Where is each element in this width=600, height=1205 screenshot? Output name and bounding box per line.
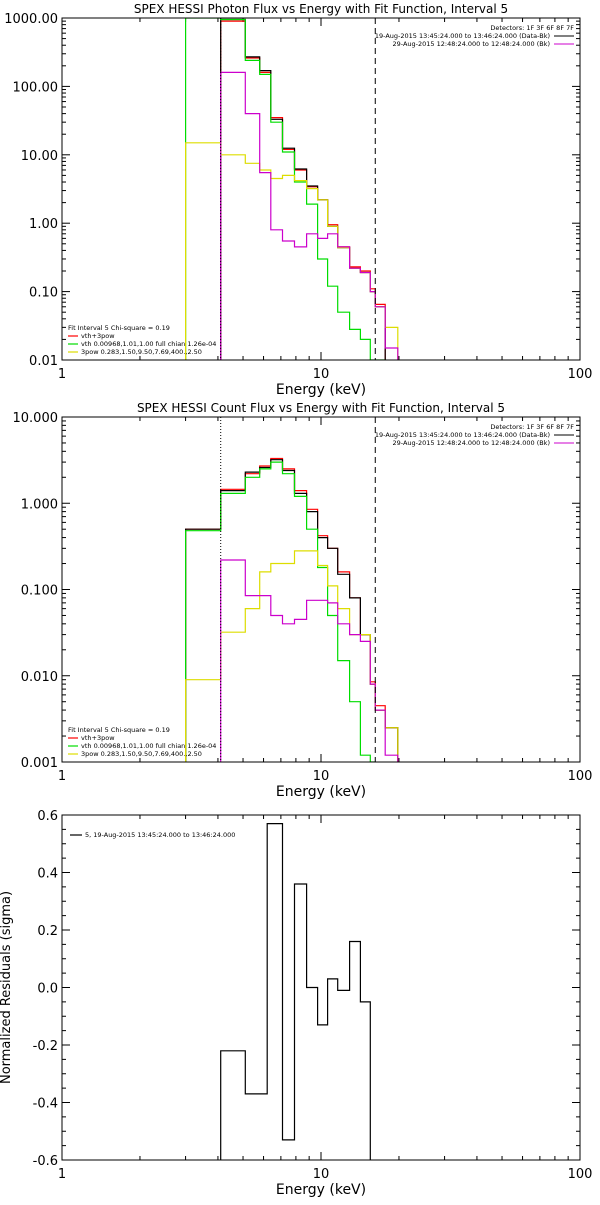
- plot-area: [185, 18, 399, 360]
- y-tick-label: 1000.00: [4, 12, 58, 27]
- chart-1: SPEX HESSI Photon Flux vs Energy with Fi…: [4, 2, 592, 398]
- series-line-1: [220, 823, 371, 1160]
- series-line-5: [220, 71, 399, 360]
- legend-header: Fit Interval 5 Chi-square = 0.19: [68, 324, 170, 332]
- series-line-3: [185, 18, 386, 360]
- x-tick-label: 1: [58, 1167, 66, 1182]
- legend-entry: vth 0.00968,1.01,1.00 full chian 1.26e-0…: [81, 742, 216, 750]
- y-tick-label: 0.0: [37, 982, 58, 997]
- y-tick-label: 0.4: [37, 867, 58, 882]
- x-tick-label: 100: [568, 367, 593, 382]
- y-tick-label: 0.001: [21, 756, 58, 771]
- time-interval-label: 19-Aug-2015 13:45:24.000 to 13:46:24.000…: [375, 32, 550, 40]
- detectors-label: Detectors: 1F 3F 6F 8F 7F: [490, 24, 574, 32]
- chart-title: SPEX HESSI Count Flux vs Energy with Fit…: [137, 401, 505, 415]
- x-axis-label: Energy (keV): [276, 382, 366, 398]
- x-axis-label: Energy (keV): [276, 784, 366, 800]
- plot-frame: [61, 17, 581, 361]
- y-tick-label: 100.00: [13, 80, 59, 95]
- x-tick-label: 1: [58, 367, 66, 382]
- series-line-4: [185, 142, 399, 360]
- chart-2: SPEX HESSI Count Flux vs Energy with Fit…: [13, 401, 593, 800]
- x-axis-label: Energy (keV): [276, 1182, 366, 1198]
- legend-entry: 3pow 0.283,1.50,9.50,7.69,400.,2.50: [81, 348, 202, 356]
- chart-3: -0.6 -0.4 -0.2 0.0 0.2 0.4 0.6 1 10 100 Energy (ke…: [0, 809, 592, 1198]
- chart-title: SPEX HESSI Photon Flux vs Energy with Fi…: [134, 2, 508, 16]
- y-tick-label: 0.6: [37, 809, 58, 824]
- legend-entry: 3pow 0.283,1.50,9.50,7.69,400.,2.50: [81, 750, 202, 758]
- x-tick-label: 100: [568, 1167, 593, 1182]
- y-tick-label: 1.00: [29, 217, 58, 232]
- y-tick-label: 0.100: [21, 584, 58, 599]
- x-tick-label: 10: [313, 367, 330, 382]
- plot-area: [185, 417, 399, 762]
- x-tick-label: 10: [313, 769, 330, 784]
- legend-entry: vth+3pow: [81, 332, 115, 340]
- y-tick-label: 10.00: [21, 149, 58, 164]
- y-tick-label: 0.01: [29, 354, 58, 369]
- series-line-1: [185, 457, 399, 762]
- legend-entry: vth 0.00968,1.01,1.00 full chian 1.26e-0…: [81, 340, 216, 348]
- x-tick-label: 10: [313, 1167, 330, 1182]
- y-tick-label: 0.2: [37, 924, 58, 939]
- time-interval-label: 29-Aug-2015 12:48:24.000 to 12:48:24.000…: [393, 439, 550, 447]
- y-tick-label: 0.010: [21, 670, 58, 685]
- y-axis-label: Normalized Residuals (sigma): [0, 891, 14, 1084]
- plot-frame: [61, 814, 581, 1161]
- y-tick-label: -0.2: [33, 1039, 58, 1054]
- plot-area: [220, 823, 371, 1160]
- series-line-4: [185, 550, 399, 762]
- time-interval-label: 19-Aug-2015 13:45:24.000 to 13:46:24.000…: [375, 431, 550, 439]
- y-tick-label: 0.10: [29, 286, 58, 301]
- y-tick-label: -0.4: [33, 1097, 58, 1112]
- series-line-2: [185, 459, 399, 762]
- legend-entry: 5, 19-Aug-2015 13:45:24.000 to 13:46:24.…: [85, 831, 235, 839]
- legend-entry: vth+3pow: [81, 734, 115, 742]
- y-tick-label: -0.6: [33, 1154, 58, 1169]
- y-tick-label: 10.000: [13, 411, 59, 426]
- legend-header: Fit Interval 5 Chi-square = 0.19: [68, 726, 170, 734]
- series-line-2: [220, 18, 386, 360]
- series-line-3: [185, 461, 376, 762]
- detectors-label: Detectors: 1F 3F 6F 8F 7F: [490, 423, 574, 431]
- series-line-5: [220, 559, 399, 762]
- plot-frame: [61, 416, 581, 763]
- x-tick-label: 1: [58, 769, 66, 784]
- x-tick-label: 100: [568, 769, 593, 784]
- y-tick-label: 1.000: [21, 497, 58, 512]
- time-interval-label: 29-Aug-2015 12:48:24.000 to 12:48:24.000…: [393, 40, 550, 48]
